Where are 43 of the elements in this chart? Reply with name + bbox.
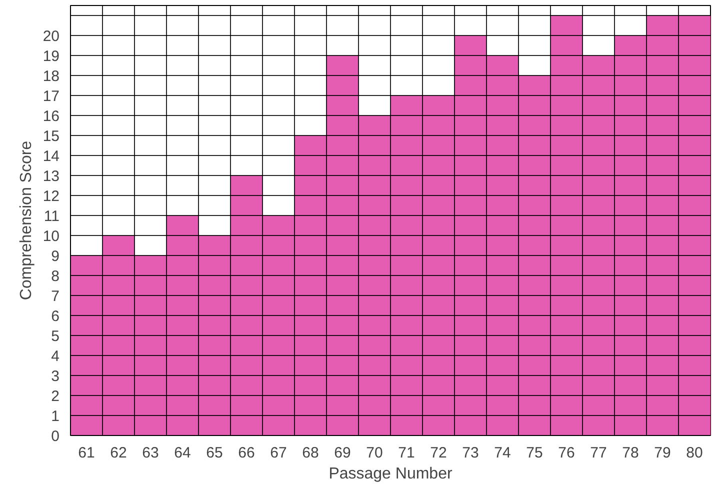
y-tick-label: 5 — [51, 328, 60, 345]
y-tick-label: 4 — [51, 348, 60, 365]
y-tick-label: 15 — [42, 128, 60, 145]
x-tick-label: 78 — [622, 444, 639, 462]
y-tick-label: 9 — [51, 248, 60, 265]
x-tick-label: 63 — [142, 444, 159, 462]
x-tick-label: 76 — [558, 444, 575, 462]
x-axis-title: Passage Number — [328, 466, 453, 482]
x-tick-label: 77 — [590, 444, 607, 462]
x-tick-label: 75 — [526, 444, 543, 462]
y-tick-label: 11 — [44, 208, 60, 225]
x-tick-label: 74 — [494, 444, 511, 462]
x-tick-label: 62 — [110, 444, 127, 462]
y-tick-label: 13 — [42, 168, 60, 185]
y-tick-label: 18 — [42, 68, 60, 85]
y-tick-label: 3 — [51, 368, 60, 385]
x-tick-label: 64 — [174, 444, 191, 462]
y-tick-label: 2 — [51, 388, 60, 405]
y-tick-label: 12 — [42, 188, 60, 205]
x-tick-label: 68 — [302, 444, 319, 462]
y-tick-label: 14 — [42, 148, 60, 165]
y-axis-title: Comprehension Score — [18, 140, 35, 300]
x-tick-label: 65 — [206, 444, 223, 462]
y-tick-label: 17 — [42, 88, 60, 105]
y-tick-label: 8 — [51, 268, 60, 285]
y-tick-label: 19 — [42, 48, 60, 65]
x-tick-label: 79 — [654, 444, 671, 462]
y-tick-label: 0 — [51, 428, 60, 445]
y-tick-label: 6 — [51, 308, 60, 325]
y-tick-label: 20 — [42, 28, 60, 45]
x-tick-label: 69 — [334, 444, 351, 462]
x-tick-label: 70 — [366, 444, 383, 462]
y-tick-label: 16 — [42, 108, 60, 125]
x-tick-label: 80 — [686, 444, 703, 462]
x-tick-label: 61 — [78, 444, 95, 462]
x-tick-label: 66 — [238, 444, 255, 462]
y-tick-label: 7 — [51, 288, 60, 305]
y-tick-label: 1 — [51, 408, 60, 425]
x-tick-label: 71 — [398, 444, 415, 462]
x-tick-label: 67 — [270, 444, 287, 462]
x-tick-label: 72 — [430, 444, 447, 462]
x-tick-label: 73 — [462, 444, 479, 462]
y-tick-label: 10 — [42, 228, 60, 245]
